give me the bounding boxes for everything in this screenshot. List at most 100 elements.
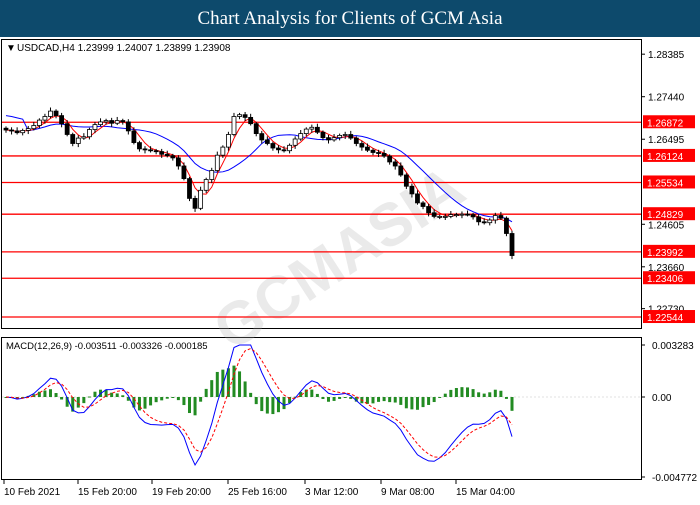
page-title: Chart Analysis for Clients of GCM Asia (197, 8, 503, 29)
level-label: 1.23992 (647, 248, 684, 259)
time-tick-label: 9 Mar 08:00 (381, 487, 435, 498)
candle-body (192, 197, 198, 209)
candle-body (109, 120, 115, 124)
candle-body (25, 128, 31, 131)
candle-body (276, 147, 281, 151)
macd-histogram-bar (204, 388, 208, 397)
macd-histogram-bar (493, 389, 497, 397)
macd-histogram-bar (343, 397, 347, 398)
candle-body (287, 144, 292, 152)
macd-histogram-bar (82, 397, 86, 404)
macd-histogram-bar (338, 397, 342, 399)
price-tick-label: 1.28385 (648, 50, 685, 61)
macd-histogram-bar (126, 397, 130, 401)
candle-body (237, 114, 242, 117)
macd-histogram-bar (238, 371, 242, 397)
candle-body (437, 215, 443, 218)
time-axis: 10 Feb 2021 15 Feb 20:00 19 Feb 20:00 25 Fe… (3, 480, 515, 498)
candle-body (453, 214, 459, 217)
macd-histogram-bar (87, 396, 91, 398)
candle-body (264, 139, 270, 144)
candle-body (509, 233, 515, 256)
macd-histogram-bar (377, 397, 381, 402)
candle-body (242, 114, 248, 118)
macd-histogram-bar (121, 395, 125, 397)
price-panel[interactable] (1, 39, 642, 329)
price-candles (3, 107, 515, 260)
candle-body (181, 165, 187, 179)
macd-histogram-bar (48, 389, 52, 397)
macd-histogram-bar (427, 397, 431, 405)
candle-body (153, 150, 159, 153)
candle-body (409, 185, 415, 195)
candle-body (75, 137, 81, 144)
macd-histogram-bar (393, 397, 397, 403)
candle-body (376, 152, 381, 154)
candle-body (314, 126, 320, 133)
time-tick-label: 19 Feb 20:00 (152, 487, 211, 498)
candle-body (248, 117, 254, 125)
macd-histogram-bar (415, 397, 419, 410)
candle-body (114, 120, 120, 124)
macd-histogram-bar (260, 397, 264, 412)
macd-histogram-bar (76, 397, 80, 408)
candle-body (131, 130, 137, 143)
candle-body (470, 214, 476, 218)
candle-body (498, 215, 504, 219)
time-tick-label: 10 Feb 2021 (4, 487, 61, 498)
macd-histogram-bar (310, 389, 314, 397)
candle-body (214, 154, 220, 171)
candle-body (142, 148, 148, 151)
candle-body (187, 178, 192, 199)
macd-histogram-bar (32, 394, 36, 397)
macd-histogram-bar (43, 390, 47, 397)
candle-body (226, 134, 231, 148)
time-tick-label: 3 Mar 12:00 (305, 487, 359, 498)
macd-histogram-bar (149, 397, 153, 406)
macd-histogram-bar (365, 397, 369, 404)
macd-histogram-bar (176, 397, 180, 401)
candle-body (387, 155, 393, 163)
candle-body (175, 157, 181, 167)
candle-body (209, 170, 215, 180)
macd-histogram-bar (249, 392, 253, 397)
macd-histogram-bar (449, 389, 453, 397)
macd-histogram-bar (137, 397, 141, 411)
candle-body (87, 129, 92, 138)
candle-body (337, 134, 343, 139)
macd-histogram-bar (371, 397, 375, 404)
candle-body (298, 133, 304, 140)
candle-body (365, 146, 370, 151)
candle-body (392, 161, 398, 167)
candle-body (331, 137, 337, 141)
candle-body (36, 119, 42, 126)
macd-histogram-bar (210, 380, 214, 397)
macd-histogram-bar (115, 393, 119, 397)
level-label: 1.23406 (647, 274, 684, 285)
macd-histogram-bar (432, 397, 436, 403)
macd-histogram-bar (504, 397, 508, 399)
macd-histogram-bar (454, 388, 458, 397)
candle-body (170, 155, 176, 159)
collapse-icon[interactable]: ▼ (6, 43, 16, 54)
candle-body (48, 110, 53, 117)
candle-body (164, 153, 170, 157)
macd-histogram-bar (349, 397, 353, 399)
macd-histogram-bar (332, 397, 336, 401)
macd-histogram-bar (199, 397, 203, 402)
chart-canvas[interactable]: GCMASIA ▼ USDCAD,H4 1.23999 1.24007 1.23… (0, 37, 700, 500)
candle-body (442, 215, 448, 218)
macd-histogram-bar (488, 392, 492, 397)
macd-histogram-bar (110, 392, 114, 397)
trading-chart[interactable]: GCMASIA ▼ USDCAD,H4 1.23999 1.24007 1.23… (0, 37, 700, 500)
level-label-box (643, 207, 695, 221)
macd-panel[interactable] (1, 337, 642, 480)
candle-body (431, 212, 437, 217)
candle-body (137, 142, 142, 150)
candle-body (9, 129, 14, 132)
candle-body (120, 120, 126, 123)
candle-body (459, 213, 465, 216)
candle-body (292, 138, 298, 146)
candle-body (59, 115, 65, 125)
candle-body (203, 179, 209, 191)
